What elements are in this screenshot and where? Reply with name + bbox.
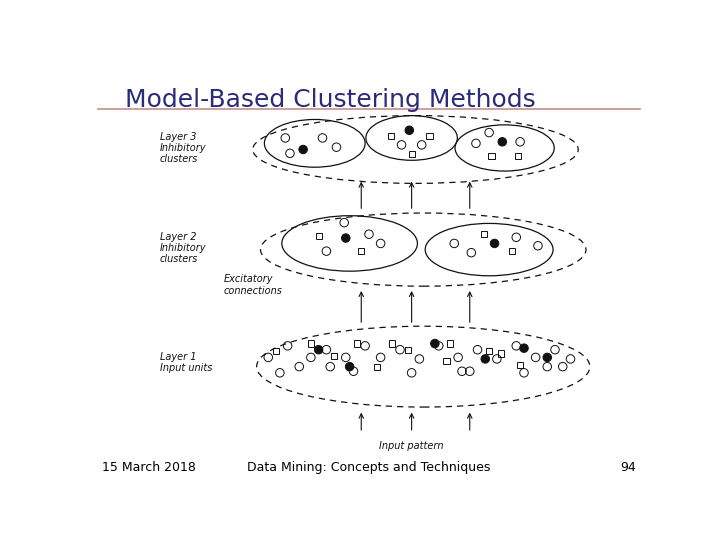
Bar	[315, 233, 322, 239]
Circle shape	[341, 234, 350, 242]
Circle shape	[498, 138, 507, 146]
Circle shape	[490, 239, 499, 248]
Text: clusters: clusters	[160, 254, 198, 264]
Circle shape	[543, 353, 552, 362]
Bar	[354, 340, 361, 347]
Bar	[486, 348, 492, 354]
Bar	[426, 132, 433, 139]
Bar	[447, 340, 454, 347]
Bar	[387, 132, 394, 139]
Bar	[331, 353, 337, 359]
Bar	[444, 358, 449, 365]
Bar	[509, 248, 516, 254]
Text: Layer 1: Layer 1	[160, 353, 197, 362]
Text: Input units: Input units	[160, 363, 212, 373]
Bar	[498, 350, 504, 356]
Circle shape	[405, 126, 413, 134]
Text: Data Mining: Concepts and Techniques: Data Mining: Concepts and Techniques	[247, 462, 491, 475]
Circle shape	[299, 145, 307, 154]
Bar	[273, 348, 279, 354]
Bar	[358, 248, 364, 254]
Text: Layer 3: Layer 3	[160, 132, 197, 142]
Text: Layer 2: Layer 2	[160, 232, 197, 242]
Circle shape	[315, 346, 323, 354]
Text: 15 March 2018: 15 March 2018	[102, 462, 196, 475]
Bar	[408, 151, 415, 157]
Text: Excitatory
connections: Excitatory connections	[223, 274, 282, 296]
Text: Input pattern: Input pattern	[379, 441, 444, 450]
Text: clusters: clusters	[160, 154, 198, 164]
Circle shape	[481, 355, 490, 363]
Bar	[374, 363, 380, 370]
Circle shape	[431, 339, 439, 348]
Bar	[517, 362, 523, 368]
Bar	[405, 347, 411, 353]
Text: Model-Based Clustering Methods: Model-Based Clustering Methods	[125, 88, 536, 112]
Circle shape	[346, 362, 354, 371]
Text: Inhibitory: Inhibitory	[160, 243, 206, 253]
Text: 94: 94	[621, 462, 636, 475]
Bar	[307, 340, 314, 347]
Bar	[389, 340, 395, 347]
Bar	[488, 153, 495, 159]
Bar	[481, 231, 487, 237]
Circle shape	[520, 344, 528, 353]
Bar	[515, 153, 521, 159]
Text: Inhibitory: Inhibitory	[160, 143, 206, 153]
